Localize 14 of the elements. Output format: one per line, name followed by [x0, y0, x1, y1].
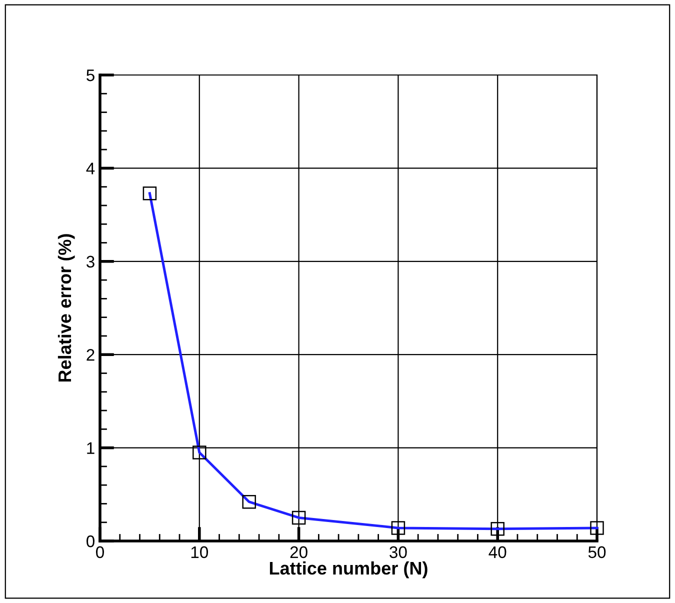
x-tick-label: 20 [290, 546, 308, 558]
y-tick-label: 1 [87, 442, 94, 454]
y-axis-title: Relative error (%) [58, 234, 75, 382]
x-tick-label: 50 [588, 546, 606, 558]
x-tick-label: 30 [390, 546, 407, 558]
x-tick-label: 0 [96, 546, 104, 558]
y-tick-label: 4 [86, 162, 95, 174]
x-axis-title: Lattice number (N) [270, 561, 428, 578]
y-tick-label: 0 [86, 535, 94, 548]
x-tick-label: 40 [488, 546, 506, 558]
x-tick-label: 10 [191, 546, 208, 558]
y-tick-label: 3 [86, 256, 94, 268]
y-tick-label: 2 [86, 349, 94, 361]
y-tick-label: 5 [86, 70, 94, 82]
